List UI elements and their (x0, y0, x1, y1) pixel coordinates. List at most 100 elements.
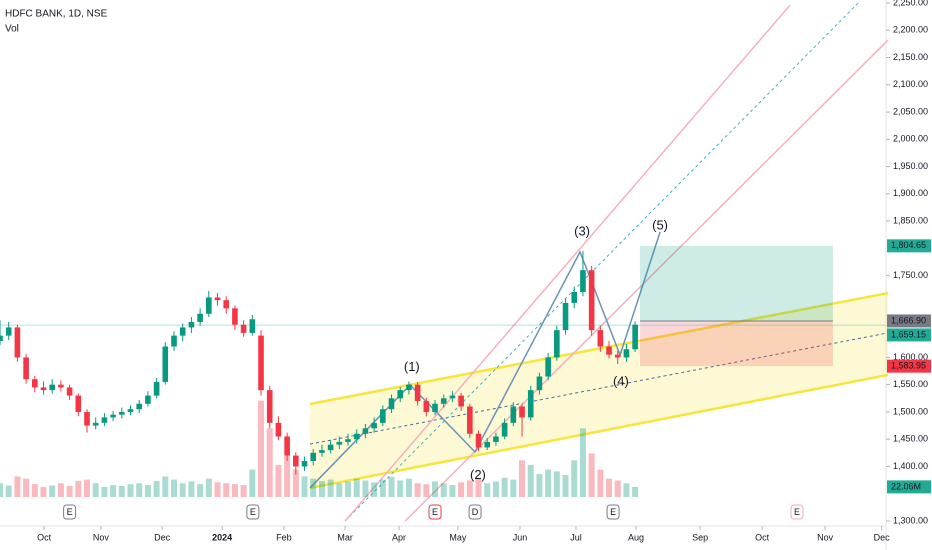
event-label: E (794, 507, 800, 517)
candle-body (536, 376, 543, 391)
volume-bar (519, 460, 526, 497)
volume-bar (231, 484, 238, 497)
event-label: E (67, 507, 73, 517)
wave-label: (1) (404, 359, 420, 374)
loss-zone (640, 320, 833, 367)
volume-bar (510, 479, 517, 497)
volume-bar (127, 484, 134, 497)
candle-body (336, 441, 343, 445)
trend-line (344, 2, 859, 522)
x-tick-label: Apr (392, 532, 406, 542)
candle-body (206, 297, 212, 314)
candle-body (327, 444, 334, 451)
candle-body (388, 398, 395, 410)
candle-body (353, 433, 360, 440)
candle-body (293, 455, 299, 467)
candle-body (49, 384, 56, 391)
volume-bar (501, 477, 508, 497)
volume-bar (292, 469, 299, 497)
x-tick-label: Jul (570, 532, 582, 542)
price-tag (887, 239, 931, 253)
volume-bar (318, 480, 325, 497)
candle-body (554, 330, 560, 358)
volume-bar (327, 479, 334, 497)
candle-body (545, 357, 551, 377)
volume-bar (362, 480, 369, 497)
candle-body (14, 327, 21, 358)
volume-bar (136, 483, 143, 497)
volume-tag (887, 480, 931, 494)
event-label: E (432, 507, 438, 517)
chart-title: HDFC BANK, 1D, NSE (5, 9, 108, 20)
event-marker (246, 504, 260, 520)
candle-body (301, 461, 308, 467)
volume-bar (353, 478, 360, 497)
candle-body (40, 387, 47, 391)
x-tick-label: Nov (817, 532, 834, 542)
candle-body (406, 384, 412, 391)
volume-bar (23, 478, 30, 497)
volume-bar (632, 486, 639, 497)
candle-body (319, 450, 325, 453)
x-tick-label: 2024 (212, 532, 232, 542)
volume-title: Vol (5, 24, 19, 35)
volume-bar (379, 479, 386, 497)
candle-body (501, 422, 508, 437)
candle-body (484, 441, 491, 448)
volume-bar (171, 479, 178, 497)
volume-bar (266, 428, 273, 497)
candle-body (632, 324, 638, 350)
volume-bar (545, 469, 552, 497)
volume-bar (423, 484, 430, 497)
price-axis-panel (886, 0, 932, 550)
candle-body (188, 321, 195, 328)
x-tick-label: Aug (628, 532, 644, 542)
candle-body (362, 428, 369, 434)
volume-bar (597, 469, 604, 497)
candle-body (440, 398, 447, 404)
volume-bar (397, 480, 404, 497)
candle-body (136, 403, 143, 410)
candle-body (153, 381, 160, 396)
volume-bar (623, 483, 630, 497)
candle-body (614, 354, 621, 358)
volume-bar (92, 483, 99, 497)
volume-bar (214, 482, 221, 497)
volume-bar (606, 478, 613, 497)
y-tick-label: 1,950.00 (893, 161, 928, 171)
y-tick-label: 1,300.00 (893, 515, 928, 525)
candle-body (258, 335, 264, 391)
y-tick-label: 2,150.00 (893, 52, 928, 62)
x-tick-label: Oct (37, 532, 52, 542)
wave-label: (4) (613, 373, 629, 388)
candle-body (623, 349, 630, 358)
candle-body (66, 387, 73, 396)
trend-line (309, 332, 889, 445)
volume-bar (0, 483, 3, 497)
volume-bar (562, 475, 569, 497)
candle-body (275, 422, 282, 437)
volume-bar (571, 460, 578, 497)
candle-body (0, 335, 3, 342)
volume-bar (66, 486, 73, 497)
volume-bar (57, 483, 64, 497)
price-tag (887, 314, 931, 328)
volume (0, 400, 639, 497)
candle-body (310, 452, 317, 462)
candle-body (449, 395, 456, 399)
candle-body (519, 406, 525, 418)
volume-bar (223, 483, 230, 497)
candle-body (571, 291, 578, 303)
y-tick-label: 1,550.00 (893, 379, 928, 389)
candle-body (562, 302, 569, 331)
y-tick-label: 1,850.00 (893, 215, 928, 225)
volume-bar (301, 476, 308, 497)
volume-bar (614, 480, 621, 497)
candle-body (162, 346, 169, 382)
volume-bar (240, 485, 247, 497)
volume-bar (414, 483, 421, 497)
volume-bar (275, 464, 282, 497)
candle-body (127, 409, 134, 412)
candle-body (58, 384, 64, 388)
